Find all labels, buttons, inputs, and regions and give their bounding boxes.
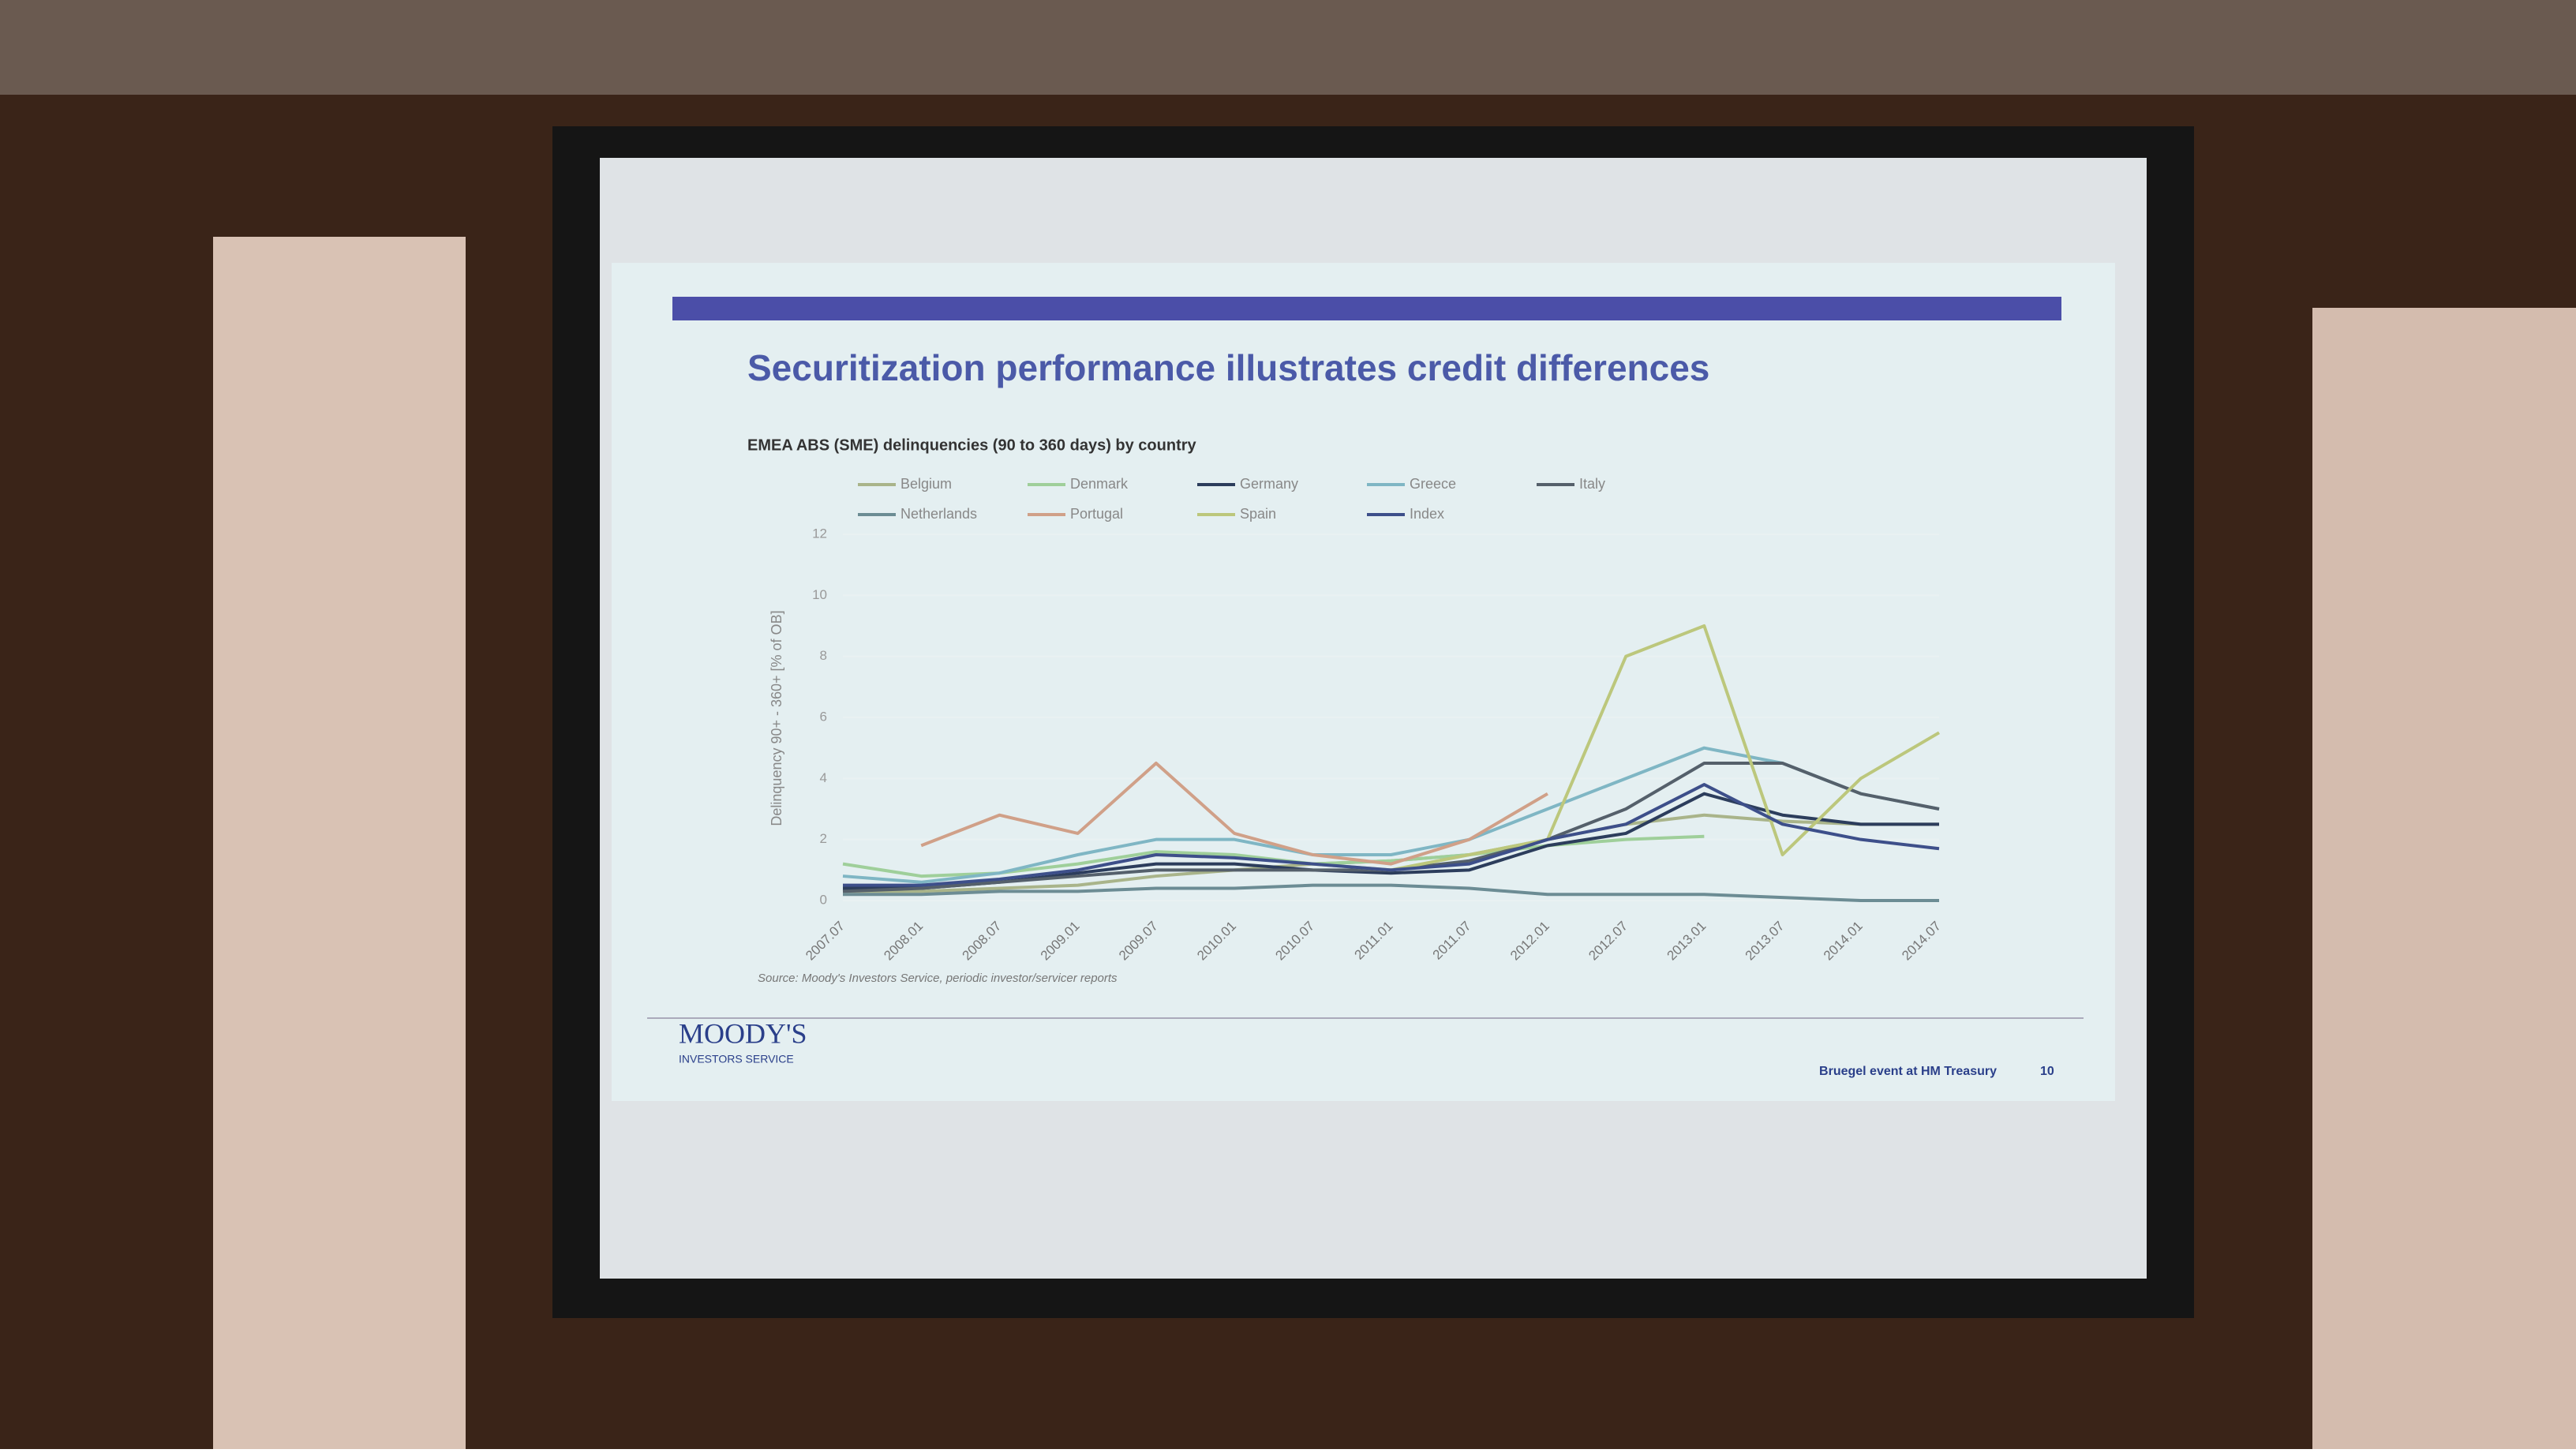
legend-label: Spain bbox=[1240, 506, 1276, 522]
legend-label: Portugal bbox=[1070, 506, 1123, 522]
column-left bbox=[213, 237, 466, 1449]
y-tick-label: 10 bbox=[812, 587, 827, 602]
y-tick-label: 2 bbox=[820, 831, 827, 846]
legend-label: Index bbox=[1410, 506, 1444, 522]
logo: MOODY'S bbox=[679, 1017, 807, 1049]
slide bbox=[612, 263, 2115, 1101]
y-tick-label: 12 bbox=[812, 526, 827, 541]
column-right bbox=[2312, 308, 2576, 1449]
slide-title: Securitization performance illustrates c… bbox=[747, 347, 1709, 388]
y-tick-label: 6 bbox=[820, 709, 827, 724]
y-tick-label: 4 bbox=[820, 770, 827, 785]
legend-label: Germany bbox=[1240, 476, 1298, 492]
slide-bar bbox=[672, 297, 2061, 320]
source: Source: Moody's Investors Service, perio… bbox=[758, 972, 1118, 985]
legend-label: Greece bbox=[1410, 476, 1456, 492]
page-number: 10 bbox=[2040, 1065, 2054, 1078]
logo-sub: INVESTORS SERVICE bbox=[679, 1053, 794, 1065]
legend-label: Belgium bbox=[900, 476, 952, 492]
series-line bbox=[1312, 624, 1941, 872]
series-line bbox=[842, 746, 1940, 884]
ceiling bbox=[0, 0, 2576, 95]
legend-label: Denmark bbox=[1070, 476, 1129, 492]
series-line bbox=[843, 883, 1939, 902]
y-tick-label: 0 bbox=[820, 892, 827, 907]
y-axis-label: Delinquency 90+ - 360+ [% of OB] bbox=[769, 610, 784, 826]
footer-event: Bruegel event at HM Treasury bbox=[1819, 1065, 1997, 1078]
chart-subtitle: EMEA ABS (SME) delinquencies (90 to 360 … bbox=[747, 436, 1197, 454]
series-line bbox=[843, 783, 1940, 887]
legend-label: Italy bbox=[1579, 476, 1605, 492]
series-line bbox=[920, 762, 1548, 866]
legend-label: Netherlands bbox=[900, 506, 977, 522]
y-tick-label: 8 bbox=[820, 648, 827, 663]
